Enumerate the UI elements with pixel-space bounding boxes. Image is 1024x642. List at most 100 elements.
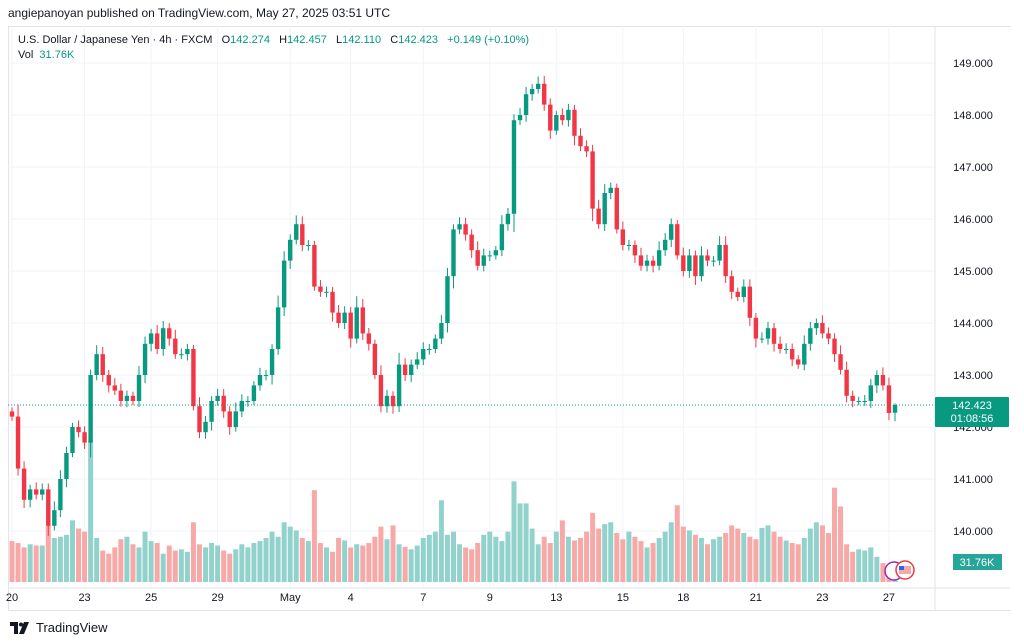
volume-bar: [154, 543, 160, 582]
volume-bar: [82, 531, 88, 582]
candle-down: [100, 354, 105, 375]
volume-bar: [348, 547, 354, 582]
volume-bar: [729, 525, 735, 582]
volume-bar: [644, 547, 650, 582]
symbol-title[interactable]: U.S. Dollar / Japanese Yen · 4h · FXCM: [18, 34, 213, 46]
volume-bar: [856, 549, 862, 582]
volume-bar: [293, 530, 299, 582]
volume-bar: [608, 522, 614, 582]
grid-lines: [8, 26, 935, 588]
candle-up: [669, 224, 674, 240]
volume-bar: [444, 534, 450, 582]
candle-down: [46, 489, 51, 526]
candle-down: [735, 291, 740, 297]
candle-down: [118, 390, 124, 401]
candle-up: [427, 349, 432, 350]
volume-bar: [21, 547, 27, 582]
volume-bar: [735, 528, 741, 582]
candle-up: [487, 255, 492, 257]
events-icons[interactable]: [884, 560, 915, 581]
price-badge-value: 142.423: [952, 400, 992, 412]
volume-bar: [420, 537, 426, 582]
volume-bar: [547, 543, 553, 582]
volume-bar: [529, 528, 535, 582]
volume-label[interactable]: Vol: [18, 49, 34, 61]
candle-up: [415, 359, 420, 365]
candle-down: [318, 286, 323, 292]
volume-bar: [336, 537, 342, 582]
candle-up: [233, 411, 238, 427]
volume-bar: [136, 547, 142, 582]
candle-down: [596, 208, 601, 225]
candle-up: [802, 343, 807, 365]
candle-down: [366, 333, 372, 344]
volume-bar: [759, 527, 765, 582]
volume-bar: [650, 543, 656, 582]
candle-up: [64, 453, 69, 479]
candle-up: [245, 401, 251, 402]
candle-up: [711, 260, 716, 262]
volume-bar: [45, 525, 51, 582]
candle-down: [578, 135, 583, 147]
volume-bar: [795, 544, 801, 582]
volume-bar: [15, 543, 21, 582]
candle-down: [173, 338, 178, 355]
candle-up: [862, 401, 867, 402]
candle-up: [765, 328, 771, 339]
candle-down: [832, 338, 837, 355]
volume-bar: [281, 522, 287, 582]
volume-bar: [553, 531, 559, 582]
candle-down: [838, 354, 843, 370]
volume-bar: [801, 537, 807, 582]
volume-bar: [172, 550, 178, 582]
volume-bar: [438, 500, 444, 582]
high-label: H: [279, 34, 288, 46]
volume-bar: [602, 524, 608, 582]
tradingview-brand[interactable]: TradingView: [36, 620, 108, 635]
volume-bar: [245, 547, 251, 582]
volume-bar: [571, 540, 577, 582]
volume-value: 31.76K: [39, 49, 75, 61]
volume-bar: [390, 525, 396, 582]
candle-down: [469, 234, 474, 251]
candle-down: [771, 328, 777, 344]
candle-down: [197, 406, 202, 433]
candle-up: [142, 343, 148, 375]
symbol-legend: U.S. Dollar / Japanese Yen · 4h · FXCM O…: [18, 33, 529, 63]
candle-down: [542, 83, 547, 105]
volume-bar: [88, 440, 94, 582]
date-tick-label: 21: [750, 592, 762, 604]
volume-bar: [596, 528, 602, 582]
price-axis: 149.000 148.000 147.000 146.000 145.000 144.0…: [953, 58, 993, 538]
volume-bar: [287, 526, 293, 582]
candle-up: [741, 286, 747, 297]
candle-up: [209, 401, 214, 422]
volume-bar: [813, 522, 819, 582]
candle-down: [154, 333, 160, 349]
candle-down: [475, 250, 480, 266]
volume-bar: [686, 530, 692, 582]
date-tick-label: 9: [487, 592, 493, 604]
candle-up: [602, 193, 607, 225]
volume-bar: [578, 537, 584, 582]
volume-bar: [378, 526, 384, 582]
volume-bar: [819, 525, 825, 582]
volume-bar: [323, 547, 329, 582]
candle-down: [850, 395, 855, 401]
candle-down: [796, 359, 801, 365]
volume-bar: [142, 531, 148, 582]
volume-bar: [239, 544, 245, 582]
candle-down: [844, 369, 849, 396]
candle-up: [457, 224, 462, 230]
candle-up: [892, 405, 898, 413]
volume-bar: [777, 536, 783, 582]
volume-bar: [838, 506, 844, 582]
volume-bar: [753, 539, 759, 582]
volume-bar: [723, 532, 729, 582]
candle-down: [112, 385, 118, 391]
candle-up: [505, 213, 511, 225]
candle-up: [408, 364, 414, 375]
volume-bar: [584, 531, 590, 582]
candle-down: [402, 364, 408, 375]
